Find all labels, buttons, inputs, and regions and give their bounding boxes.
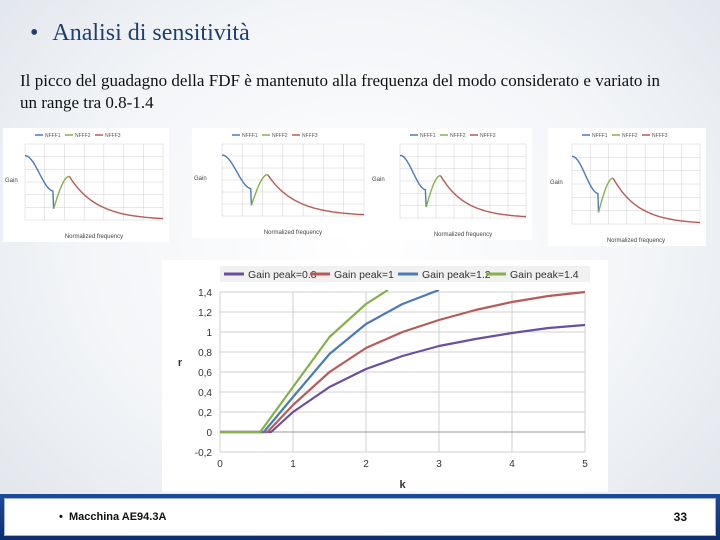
thumb-curve: [250, 174, 268, 206]
y-tick-label: 0: [206, 428, 212, 439]
slide-title: • Analisi di sensitività: [30, 20, 250, 47]
thumb-legend-label: NFFF3: [302, 133, 318, 139]
thumb-curve: [439, 175, 527, 218]
thumb-chart-1: NFFF1 NFFF2 NFFF3 Gain Normalized frequency: [3, 128, 169, 242]
thumb-legend-label: NFFF2: [622, 133, 638, 139]
y-tick-label: 0,8: [198, 348, 212, 359]
page-number: 33: [673, 510, 687, 524]
thumb-legend-label: NFFF3: [652, 133, 668, 139]
thumb-curve: [221, 154, 253, 206]
thumb-legend-label: NFFF2: [450, 133, 466, 139]
x-tick-label: 2: [363, 459, 369, 470]
y-tick-label: 0,6: [198, 368, 212, 379]
thumb-chart-2: NFFF1 NFFF2 NFFF3 Gain Normalized frequency: [192, 128, 370, 238]
x-axis-label: k: [399, 479, 406, 491]
footer-machine-label: • Macchina AE94.3A: [59, 511, 166, 523]
y-tick-label: 1,2: [198, 308, 212, 319]
series-line: [220, 290, 585, 434]
thumb-legend-label: NFFF1: [242, 133, 258, 139]
thumb-curve: [612, 177, 701, 224]
footer-bullet: •: [59, 511, 63, 523]
thumb-chart-3: NFFF1 NFFF2 NFFF3 Gain Normalized frequency: [370, 128, 532, 240]
thumb-ylabel: Gain: [550, 180, 563, 186]
thumb-legend-label: NFFF1: [45, 133, 61, 139]
thumb-curve: [267, 174, 365, 216]
x-tick-label: 1: [290, 459, 296, 470]
legend-label: Gain peak=0.8: [248, 269, 317, 281]
thumb-curve: [68, 176, 164, 220]
title-bullet: •: [30, 20, 39, 46]
y-tick-label: -0,2: [195, 448, 213, 459]
series-line: [220, 323, 585, 434]
thumb-xlabel: Normalized frequency: [607, 238, 665, 244]
main-chart: Gain peak=0.8 Gain peak=1 Gain peak=1.2 Gai…: [162, 260, 608, 492]
footer-machine-text: Macchina AE94.3A: [68, 511, 167, 523]
thumb-legend-label: NFFF1: [420, 133, 436, 139]
x-tick-label: 0: [217, 459, 223, 470]
footer-box: • Macchina AE94.3A 33: [4, 498, 716, 536]
thumb-curve: [425, 174, 441, 208]
thumb-chart-4: NFFF1 NFFF2 NFFF3 Gain Normalized frequency: [548, 128, 706, 246]
thumb-ylabel: Gain: [194, 176, 207, 182]
thumb-legend-label: NFFF1: [592, 133, 608, 139]
thumb-legend-label: NFFF3: [480, 133, 496, 139]
legend-label: Gain peak=1.4: [510, 269, 579, 281]
x-tick-label: 4: [509, 459, 515, 470]
thumb-curve: [25, 155, 55, 209]
body-text: Il picco del guadagno della FDF è manten…: [20, 71, 660, 112]
thumb-legend-label: NFFF2: [75, 133, 91, 139]
footer-bar: • Macchina AE94.3A 33: [0, 494, 720, 540]
thumb-curve: [399, 154, 427, 208]
x-tick-label: 3: [436, 459, 442, 470]
y-tick-label: 0,4: [198, 388, 212, 399]
thumb-xlabel: Normalized frequency: [434, 232, 492, 238]
thumb-curve: [52, 175, 70, 210]
legend-label: Gain peak=1: [334, 269, 394, 281]
thumb-legend-label: NFFF2: [272, 133, 288, 139]
series-line: [220, 290, 389, 434]
thumb-xlabel: Normalized frequency: [264, 230, 322, 236]
thumb-xlabel: Normalized frequency: [65, 234, 123, 240]
y-axis-label: r: [178, 357, 183, 369]
y-tick-label: 0,2: [198, 408, 212, 419]
thumb-legend-label: NFFF3: [105, 133, 121, 139]
series-line: [220, 290, 440, 434]
title-text: Analisi di sensitività: [52, 20, 250, 46]
thumb-curve: [597, 177, 614, 213]
thumb-ylabel: Gain: [5, 178, 18, 184]
legend-label: Gain peak=1.2: [422, 269, 491, 281]
y-tick-label: 1,4: [198, 288, 212, 299]
x-tick-label: 5: [582, 459, 588, 470]
y-tick-label: 1: [206, 328, 212, 339]
thumb-ylabel: Gain: [372, 177, 385, 183]
thumb-curve: [572, 155, 600, 213]
